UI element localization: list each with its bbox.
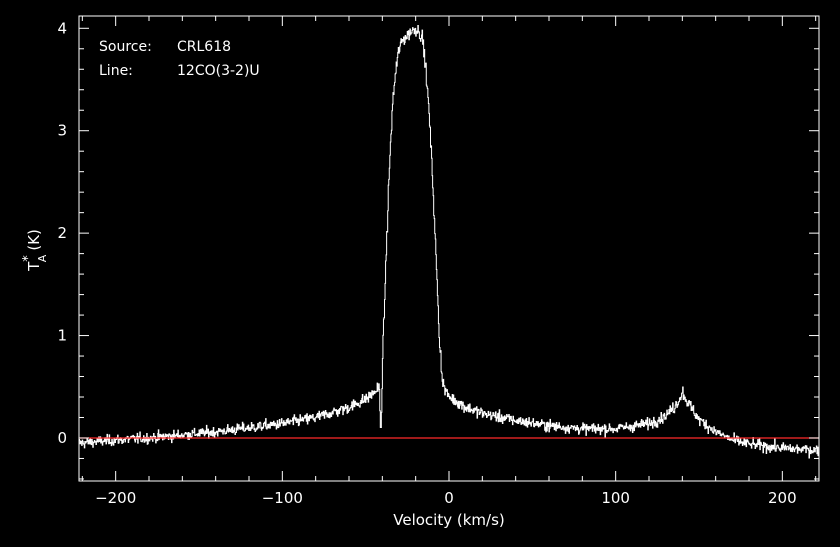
source-label: Source: xyxy=(99,39,152,55)
source-value: CRL618 xyxy=(177,39,231,55)
ticks-layer xyxy=(79,16,819,481)
plot-frame xyxy=(78,15,820,482)
y-tick-label: 1 xyxy=(57,327,67,345)
spectrum-layer xyxy=(79,24,819,459)
line-label: Line: xyxy=(99,63,133,79)
y-axis-superscript: * xyxy=(21,255,36,262)
x-tick-label: 0 xyxy=(444,489,454,507)
x-tick-label: 100 xyxy=(601,489,630,507)
x-tick-label: −100 xyxy=(262,489,303,507)
y-tick-label: 3 xyxy=(57,122,67,140)
line-value: 12CO(3-2)U xyxy=(177,63,260,79)
y-tick-label: 0 xyxy=(57,429,67,447)
y-axis-label: T*A (K) xyxy=(21,229,49,272)
x-tick-label: 200 xyxy=(768,489,797,507)
y-axis-unit: (K) xyxy=(25,229,43,251)
svg-text:T*A(K): T*A (K) xyxy=(21,229,49,272)
y-axis-subscript: A xyxy=(36,254,49,262)
y-axis-symbol: T xyxy=(25,261,43,272)
tick-labels: −200 −100 0 100 200 0 1 2 3 4 xyxy=(57,19,796,507)
y-tick-label: 2 xyxy=(57,224,67,242)
x-tick-label: −200 xyxy=(95,489,136,507)
spectrum-trace xyxy=(79,24,819,459)
y-tick-label: 4 xyxy=(57,19,67,37)
x-axis-label: Velocity (km/s) xyxy=(393,511,504,529)
